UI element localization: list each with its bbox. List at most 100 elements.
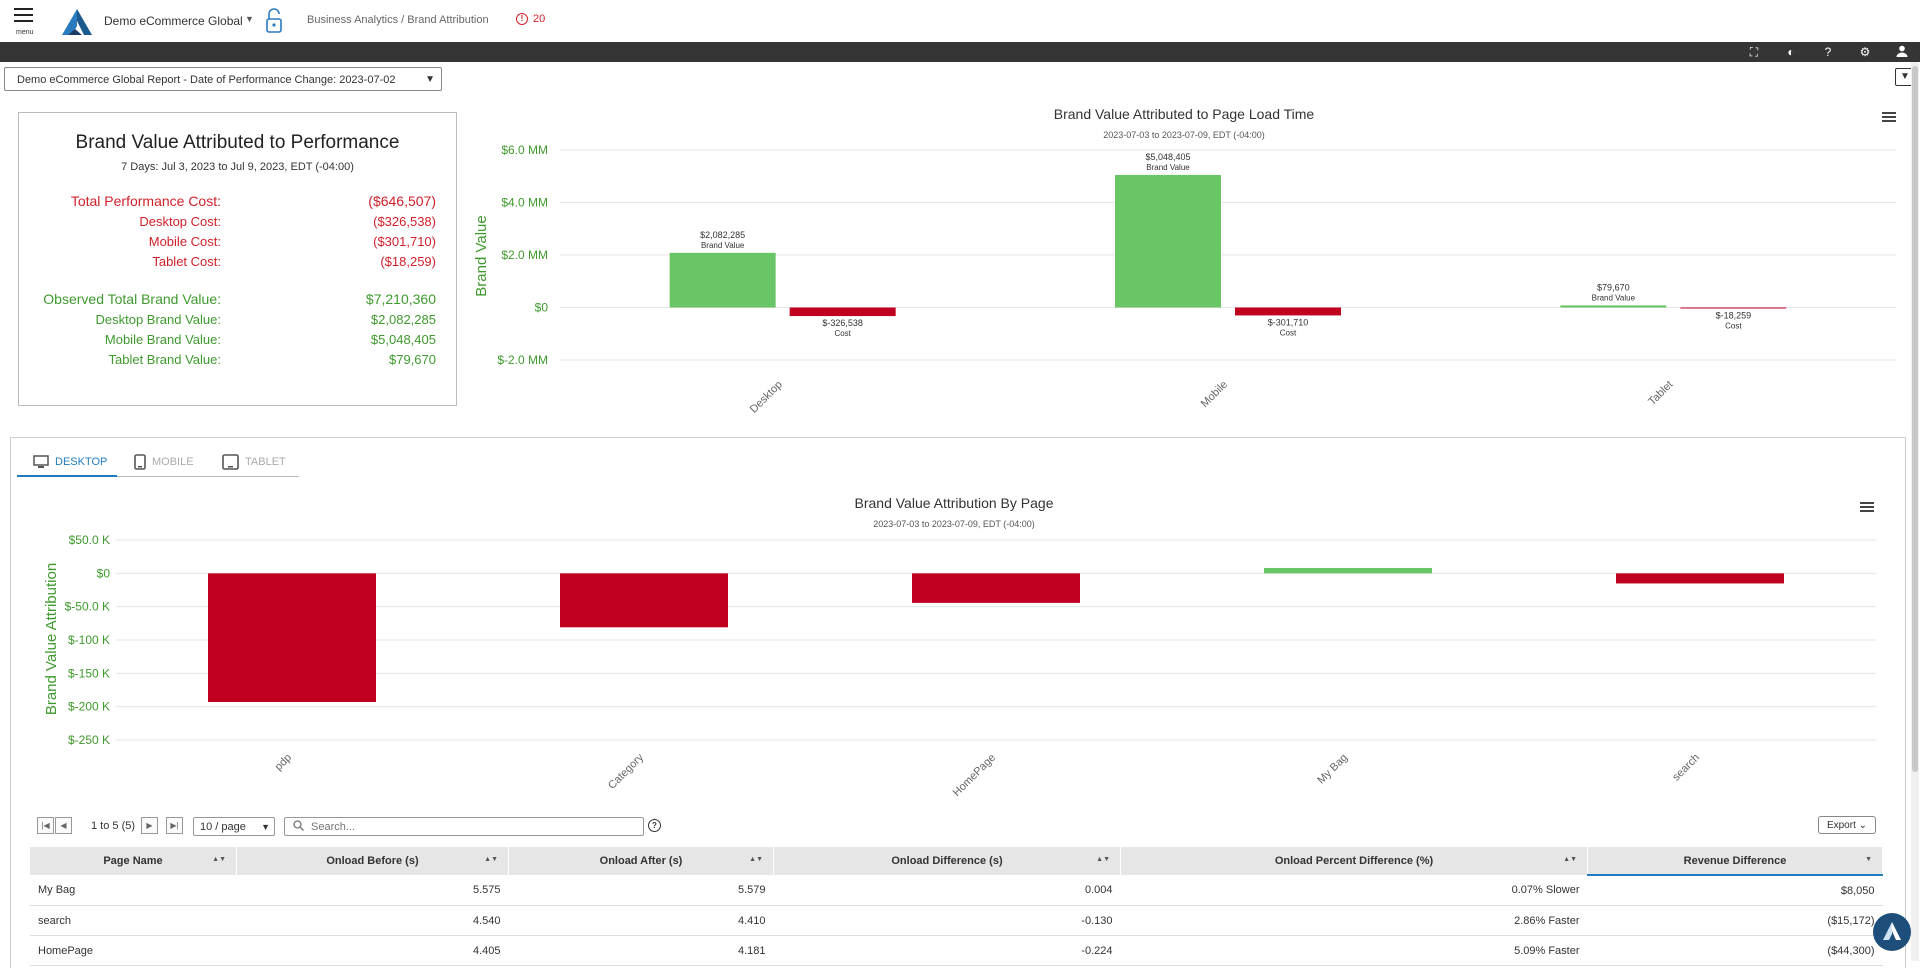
page-performance-table: Page Name ▲▼ Onload Before (s) ▲▼ Onload A…	[30, 847, 1883, 966]
y-tick-label: $-50.0 K	[65, 600, 110, 614]
summary-label: Mobile Cost:	[148, 234, 221, 249]
bar-category[interactable]	[560, 573, 728, 628]
summary-value: ($646,507)	[368, 193, 436, 209]
cell-after: 5.579	[508, 875, 774, 906]
column-header[interactable]: Page Name ▲▼	[30, 847, 237, 875]
tab-tablet[interactable]: TABLET	[222, 449, 286, 475]
sort-desc-icon: ▼	[1865, 856, 1872, 863]
x-tick-label: Desktop	[748, 379, 785, 416]
report-select[interactable]: Demo eCommerce Global Report - Date of P…	[4, 67, 442, 91]
chevron-down-icon: ⌄	[1858, 820, 1868, 831]
y-tick-label: $-150 K	[68, 666, 110, 680]
org-dropdown-icon[interactable]: ▼	[245, 14, 254, 24]
bar-brand-value[interactable]	[1560, 305, 1667, 308]
first-page-button[interactable]: |◀	[37, 817, 54, 834]
bar-brand-value[interactable]	[1115, 174, 1221, 308]
column-header-label: Onload After (s)	[599, 855, 683, 867]
cell-pct: 0.07% Slower	[1120, 875, 1588, 906]
x-tick-label: My Bag	[1315, 752, 1350, 787]
menu-button[interactable]: menu	[14, 8, 36, 38]
last-page-button[interactable]: ▶|	[166, 817, 183, 834]
bar-cost[interactable]	[789, 307, 896, 317]
y-axis-label: Brand Value	[473, 215, 490, 296]
tab-divider	[17, 476, 299, 477]
desktop-icon	[33, 455, 49, 468]
x-tick-label: search	[1670, 752, 1702, 784]
bar-search[interactable]	[1616, 573, 1784, 584]
tab-label: TABLET	[245, 456, 286, 468]
next-page-button[interactable]: ▶	[141, 817, 158, 834]
chart-menu-icon[interactable]	[1882, 112, 1896, 124]
x-tick-label: pdp	[273, 752, 294, 773]
summary-label: Total Performance Cost:	[70, 193, 221, 209]
cell-page: My Bag	[30, 875, 237, 906]
user-icon[interactable]	[1895, 45, 1909, 59]
bar-homepage[interactable]	[912, 573, 1080, 603]
column-header-label: Onload Percent Difference (%)	[1274, 855, 1434, 867]
y-tick-label: $4.0 MM	[501, 196, 548, 210]
gear-icon[interactable]: ⚙	[1859, 45, 1871, 59]
column-header[interactable]: Revenue Difference ▼	[1587, 847, 1883, 876]
search-input[interactable]	[311, 819, 631, 834]
brand-value-by-page-chart: Brand Value Attribution By Page 2023-07-…	[43, 495, 1876, 799]
cell-before: 5.575	[236, 875, 509, 906]
tab-desktop[interactable]: DESKTOP	[33, 449, 107, 475]
help-icon[interactable]: ?	[1824, 45, 1832, 59]
bar-cost[interactable]	[1680, 307, 1787, 309]
column-header[interactable]: Onload Percent Difference (%) ▲▼	[1120, 847, 1588, 875]
summary-label: Tablet Cost:	[152, 254, 221, 269]
cell-after: 4.410	[508, 905, 774, 936]
sort-icon: ▲▼	[484, 856, 498, 863]
summary-value: $7,210,360	[365, 291, 436, 307]
tablet-icon	[222, 454, 239, 470]
search-help-icon[interactable]: ?	[648, 819, 661, 832]
cell-revenue: ($15,172)	[1587, 905, 1883, 936]
alerts-indicator[interactable]: ! 20	[516, 13, 545, 25]
table-row[interactable]: My Bag 5.575 5.579 0.004 0.07% Slower $8…	[30, 875, 1883, 906]
column-header-label: Page Name	[103, 855, 163, 867]
data-label-series: Brand Value	[1592, 293, 1636, 302]
cell-revenue: ($44,300)	[1587, 935, 1883, 966]
summary-label: Mobile Brand Value:	[104, 332, 221, 347]
org-name: Demo eCommerce Global	[104, 14, 243, 28]
data-label-series: Brand Value	[701, 241, 745, 250]
x-tick-label: HomePage	[951, 752, 998, 799]
table-row[interactable]: search 4.540 4.410 -0.130 2.86% Faster (…	[30, 905, 1883, 936]
page-scrollbar[interactable]	[1911, 62, 1919, 961]
chart-title: Brand Value Attributed to Page Load Time	[1054, 106, 1315, 122]
column-header[interactable]: Onload After (s) ▲▼	[508, 847, 774, 875]
cell-diff: 0.004	[773, 875, 1121, 906]
column-header-label: Onload Before (s)	[326, 855, 419, 867]
bar-pdp[interactable]	[208, 573, 376, 702]
fullscreen-icon[interactable]: ⛶	[1749, 45, 1759, 59]
alert-count: 20	[533, 13, 546, 25]
device-panel	[10, 437, 1906, 968]
summary-value: $79,670	[389, 352, 436, 367]
top-header: menu Demo eCommerce Global ▼ Business An…	[0, 0, 1920, 42]
bar-cost[interactable]	[1235, 307, 1341, 316]
pagination-info: 1 to 5 (5)	[91, 820, 136, 832]
app-logo-icon	[62, 9, 92, 40]
brand-value-load-time-chart: Brand Value Attributed to Page Load Time…	[473, 106, 1896, 416]
assistant-button[interactable]	[1873, 913, 1911, 951]
contrast-icon[interactable]: ◐	[1787, 45, 1795, 59]
data-label: $79,670	[1597, 282, 1630, 292]
bar-my-bag[interactable]	[1264, 567, 1432, 574]
export-button[interactable]: Export ⌄	[1818, 816, 1876, 834]
data-label: $5,048,405	[1145, 152, 1190, 162]
table-row[interactable]: HomePage 4.405 4.181 -0.224 5.09% Faster…	[30, 935, 1883, 966]
page-size-select[interactable]: 10 / page ▼	[193, 817, 275, 836]
column-header[interactable]: Onload Difference (s) ▲▼	[773, 847, 1121, 875]
data-label-series: Cost	[1280, 328, 1297, 337]
column-header[interactable]: Onload Before (s) ▲▼	[236, 847, 509, 875]
prev-page-button[interactable]: ◀	[55, 817, 72, 834]
export-label: Export	[1826, 820, 1856, 831]
page-size-value: 10 / page	[200, 821, 246, 833]
unlock-icon[interactable]	[265, 7, 283, 40]
bar-brand-value[interactable]	[669, 252, 776, 308]
chart-title: Brand Value Attribution By Page	[855, 495, 1054, 511]
chart-menu-icon[interactable]	[1860, 502, 1874, 514]
data-label: $-18,259	[1716, 311, 1752, 321]
toolbar: ⛶ ◐ ? ⚙	[0, 42, 1920, 62]
tab-mobile[interactable]: MOBILE	[134, 449, 194, 475]
